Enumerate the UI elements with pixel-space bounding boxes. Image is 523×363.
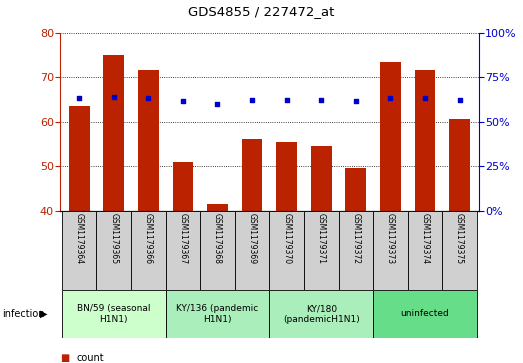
Point: [386, 95, 394, 101]
Text: GSM1179366: GSM1179366: [144, 213, 153, 264]
Bar: [131, 211, 166, 290]
Point: [179, 98, 187, 104]
Text: GSM1179370: GSM1179370: [282, 213, 291, 264]
Text: infection: infection: [3, 309, 45, 319]
Bar: [62, 211, 96, 290]
Text: GSM1179364: GSM1179364: [75, 213, 84, 264]
Bar: [200, 211, 235, 290]
Point: [144, 95, 153, 101]
Point: [456, 97, 464, 103]
Point: [109, 94, 118, 99]
Text: GSM1179375: GSM1179375: [455, 213, 464, 264]
Bar: [373, 211, 407, 290]
Bar: [207, 204, 228, 363]
Text: KY/136 (pandemic
H1N1): KY/136 (pandemic H1N1): [176, 304, 258, 324]
Text: count: count: [77, 352, 105, 363]
Text: GSM1179373: GSM1179373: [386, 213, 395, 264]
Text: GSM1179372: GSM1179372: [351, 213, 360, 264]
Bar: [380, 62, 401, 363]
Bar: [276, 142, 297, 363]
Bar: [166, 211, 200, 290]
Bar: [442, 211, 477, 290]
Bar: [138, 70, 158, 363]
Bar: [338, 211, 373, 290]
Point: [351, 98, 360, 104]
Point: [421, 95, 429, 101]
Bar: [173, 162, 194, 363]
Text: GSM1179365: GSM1179365: [109, 213, 118, 264]
Bar: [96, 211, 131, 290]
Bar: [104, 55, 124, 363]
Text: GSM1179369: GSM1179369: [247, 213, 257, 264]
Text: KY/180
(pandemicH1N1): KY/180 (pandemicH1N1): [283, 304, 360, 324]
Bar: [311, 146, 332, 363]
Text: ▶: ▶: [40, 309, 47, 319]
Text: ■: ■: [60, 352, 70, 363]
Text: GSM1179371: GSM1179371: [317, 213, 326, 264]
Point: [282, 97, 291, 103]
Bar: [269, 290, 373, 338]
Bar: [415, 70, 435, 363]
Text: GSM1179367: GSM1179367: [178, 213, 187, 264]
Bar: [449, 119, 470, 363]
Text: GSM1179368: GSM1179368: [213, 213, 222, 264]
Text: uninfected: uninfected: [401, 310, 449, 318]
Bar: [345, 168, 366, 363]
Point: [317, 97, 325, 103]
Text: GSM1179374: GSM1179374: [420, 213, 429, 264]
Bar: [62, 290, 166, 338]
Bar: [235, 211, 269, 290]
Point: [248, 97, 256, 103]
Bar: [304, 211, 338, 290]
Bar: [373, 290, 477, 338]
Bar: [166, 290, 269, 338]
Bar: [407, 211, 442, 290]
Bar: [269, 211, 304, 290]
Bar: [69, 106, 89, 363]
Point: [213, 101, 222, 107]
Bar: [242, 139, 263, 363]
Text: BN/59 (seasonal
H1N1): BN/59 (seasonal H1N1): [77, 304, 151, 324]
Text: GDS4855 / 227472_at: GDS4855 / 227472_at: [188, 5, 335, 19]
Point: [75, 95, 83, 101]
